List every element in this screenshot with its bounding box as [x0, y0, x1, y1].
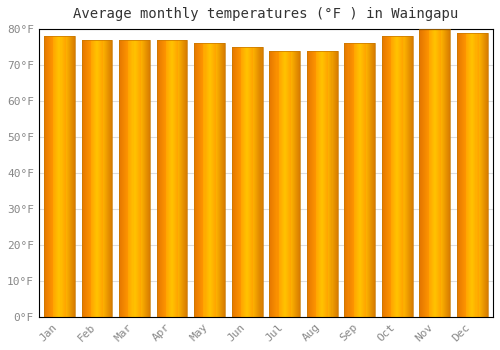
Bar: [344, 43, 375, 317]
Bar: [232, 47, 262, 317]
Bar: [457, 33, 488, 317]
Bar: [270, 51, 300, 317]
Title: Average monthly temperatures (°F ) in Waingapu: Average monthly temperatures (°F ) in Wa…: [74, 7, 458, 21]
Bar: [420, 29, 450, 317]
Bar: [382, 36, 412, 317]
Bar: [82, 40, 112, 317]
Bar: [307, 51, 338, 317]
Bar: [44, 36, 75, 317]
Bar: [156, 40, 188, 317]
Bar: [119, 40, 150, 317]
Bar: [194, 43, 225, 317]
